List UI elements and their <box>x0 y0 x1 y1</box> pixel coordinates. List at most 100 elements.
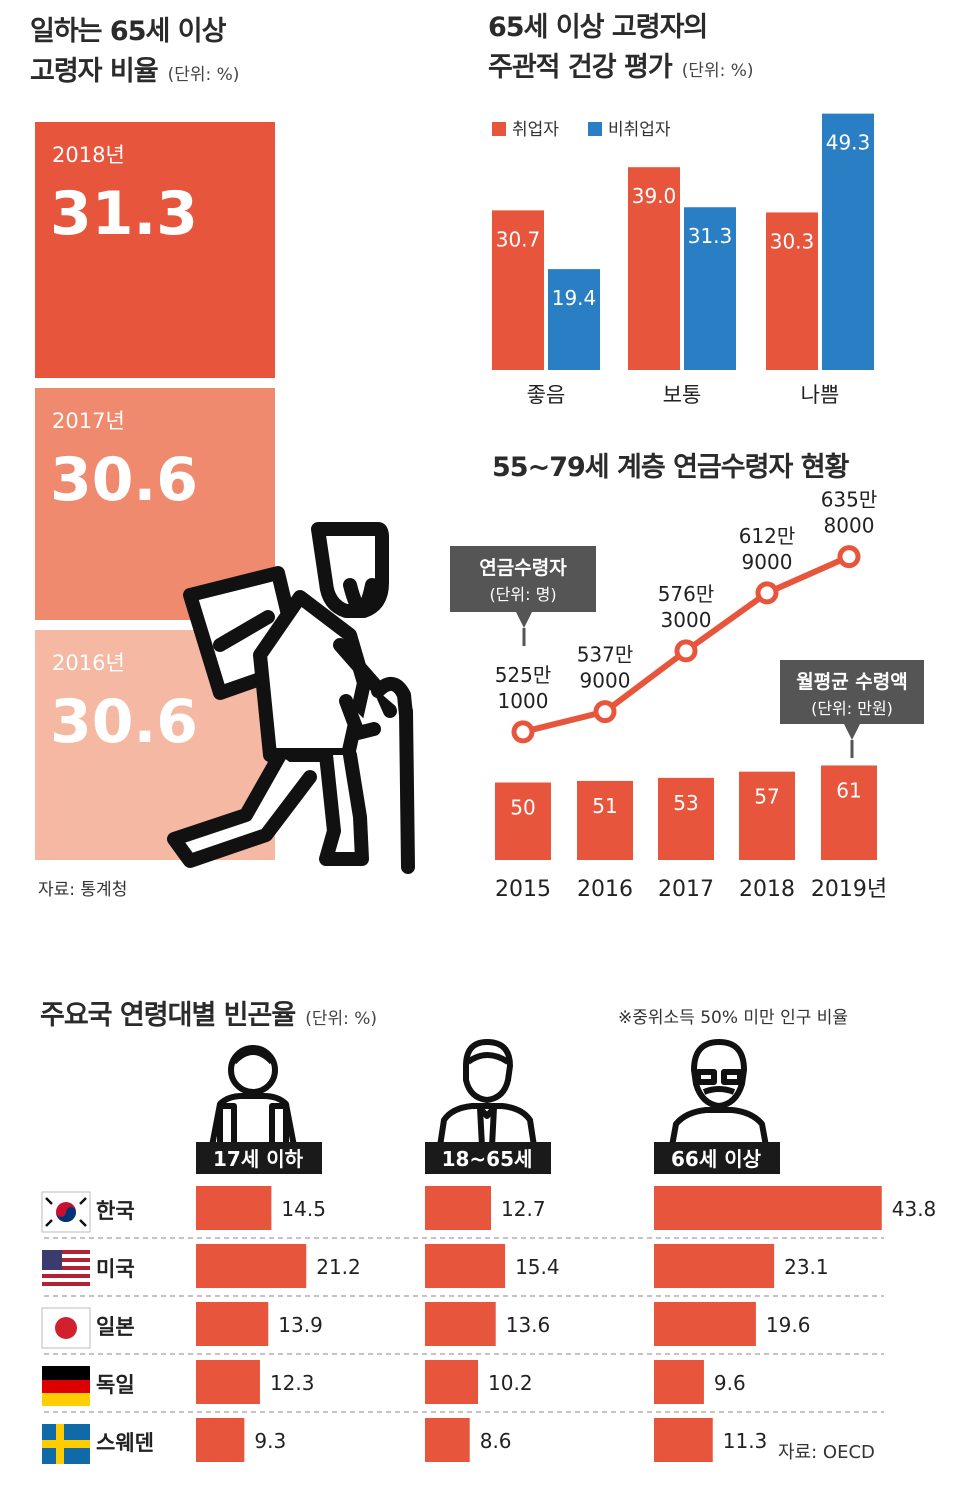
year-block-label: 2017년 <box>52 409 125 433</box>
pension-point-label-top: 576만 <box>658 582 715 606</box>
poverty-bar-label: 9.6 <box>714 1371 746 1395</box>
poverty-bar <box>654 1302 756 1346</box>
student-with-backpack-icon <box>209 1045 297 1148</box>
poverty-bar-label: 23.1 <box>784 1255 829 1279</box>
year-block-value: 31.3 <box>50 179 198 249</box>
poverty-bar <box>196 1418 245 1462</box>
poverty-title: 주요국 연령대별 빈곤율 (단위: %) <box>40 996 377 1039</box>
poverty-source: 자료: OECD <box>778 1442 875 1463</box>
amount-bar-label: 61 <box>836 778 861 802</box>
health-category-label: 좋음 <box>527 383 566 407</box>
health-bar <box>548 269 600 370</box>
poverty-bar <box>196 1186 272 1230</box>
amount-bar-label: 57 <box>754 785 779 809</box>
amount-bar <box>658 777 714 860</box>
year-block-label: 2018년 <box>52 143 125 167</box>
poverty-bar <box>654 1186 882 1230</box>
working-elderly-title-line1: 일하는 65세 이상 <box>30 16 226 47</box>
age-group-tag <box>196 1142 322 1174</box>
year-block-0 <box>35 122 275 378</box>
health-category-label: 보통 <box>663 383 702 407</box>
age-group-label: 18~65세 <box>442 1147 533 1171</box>
office-worker-with-tie-icon <box>437 1039 537 1148</box>
amount-bar <box>577 780 633 860</box>
health-bar-label: 30.3 <box>770 229 815 253</box>
health-bar <box>628 167 680 370</box>
amount-bar-label: 51 <box>592 794 617 818</box>
legend-label-1: 비취업자 <box>608 120 671 140</box>
health-bar <box>822 113 874 370</box>
health-bar-label: 30.7 <box>496 227 541 251</box>
poverty-note: ※중위소득 50% 미만 인구 비율 <box>618 1008 849 1028</box>
working-elderly-unit: (단위: %) <box>167 65 240 85</box>
poverty-bar <box>425 1360 479 1404</box>
poverty-bar <box>654 1244 775 1288</box>
pension-x-label: 2016 <box>577 877 633 902</box>
poverty-bar-label: 12.7 <box>501 1197 546 1221</box>
health-unit: (단위: %) <box>681 61 754 81</box>
pension-point <box>755 581 779 605</box>
japan-flag-icon <box>41 1307 91 1349</box>
working-elderly-source: 자료: 통계청 <box>38 880 128 900</box>
year-block-value: 30.6 <box>50 687 198 757</box>
poverty-bar <box>425 1302 496 1346</box>
country-label: 독일 <box>96 1373 135 1397</box>
age-group-label: 66세 이상 <box>671 1147 762 1171</box>
pension-x-label: 2017 <box>658 877 714 902</box>
poverty-bar-label: 12.3 <box>270 1371 315 1395</box>
sweden-flag-icon <box>42 1424 90 1464</box>
poverty-unit: (단위: %) <box>305 1009 378 1029</box>
country-label: 한국 <box>96 1199 135 1223</box>
age-group-tag <box>425 1142 551 1174</box>
pension-point <box>593 700 617 724</box>
health-bar-label: 39.0 <box>632 184 677 208</box>
country-label: 미국 <box>96 1257 135 1281</box>
callout-amount-unit: (단위: 만원) <box>811 699 893 718</box>
amount-bar <box>739 771 795 860</box>
poverty-bar <box>425 1244 506 1288</box>
poverty-bar <box>654 1418 713 1462</box>
amount-bar <box>821 765 877 860</box>
germany-flag-icon <box>42 1366 90 1406</box>
poverty-bar <box>425 1186 492 1230</box>
legend-swatch-1 <box>588 122 602 136</box>
health-bar <box>766 212 818 370</box>
poverty-bar-label: 14.5 <box>281 1197 326 1221</box>
elderly-worker-with-cane-icon <box>167 522 415 874</box>
poverty-bar-label: 43.8 <box>892 1197 937 1221</box>
poverty-bar-label: 10.2 <box>488 1371 533 1395</box>
year-block-label: 2016년 <box>52 651 125 675</box>
poverty-bar-label: 21.2 <box>316 1255 361 1279</box>
poverty-bar <box>425 1418 470 1462</box>
pension-point-label-top: 537만 <box>577 643 634 667</box>
pension-x-label: 2019년 <box>811 877 887 902</box>
poverty-bar <box>654 1360 704 1404</box>
poverty-bar-label: 13.6 <box>506 1313 551 1337</box>
usa-flag-icon <box>42 1250 90 1290</box>
callout-amount: 월평균 수령액 (단위: 만원) <box>780 660 924 758</box>
age-group-label: 17세 이하 <box>213 1147 304 1171</box>
poverty-bar <box>196 1302 269 1346</box>
pension-point <box>674 639 698 663</box>
callout-recipients-title: 연금수령자 <box>479 557 567 579</box>
pension-x-label: 2018 <box>739 877 795 902</box>
callout-recipients-unit: (단위: 명) <box>489 585 556 604</box>
pension-point-label-bottom: 3000 <box>661 608 712 632</box>
age-group-tag <box>654 1142 780 1174</box>
pension-point-label-bottom: 9000 <box>580 669 631 693</box>
callout-recipients: 연금수령자 (단위: 명) <box>450 546 596 646</box>
health-bar-label: 49.3 <box>826 131 871 155</box>
poverty-bar <box>196 1360 260 1404</box>
pension-point-label-bottom: 1000 <box>498 689 549 713</box>
pension-point <box>511 720 535 744</box>
pension-point-label-top: 635만 <box>821 490 878 512</box>
health-bar <box>684 207 736 370</box>
poverty-bar-label: 9.3 <box>254 1429 286 1453</box>
health-title: 65세 이상 고령자의 주관적 건강 평가 (단위: %) <box>488 8 754 91</box>
pension-point-label-top: 612만 <box>739 524 796 548</box>
poverty-bar <box>196 1244 307 1288</box>
health-bar-label: 31.3 <box>688 224 733 248</box>
pension-point-label-top: 525만 <box>495 663 552 687</box>
